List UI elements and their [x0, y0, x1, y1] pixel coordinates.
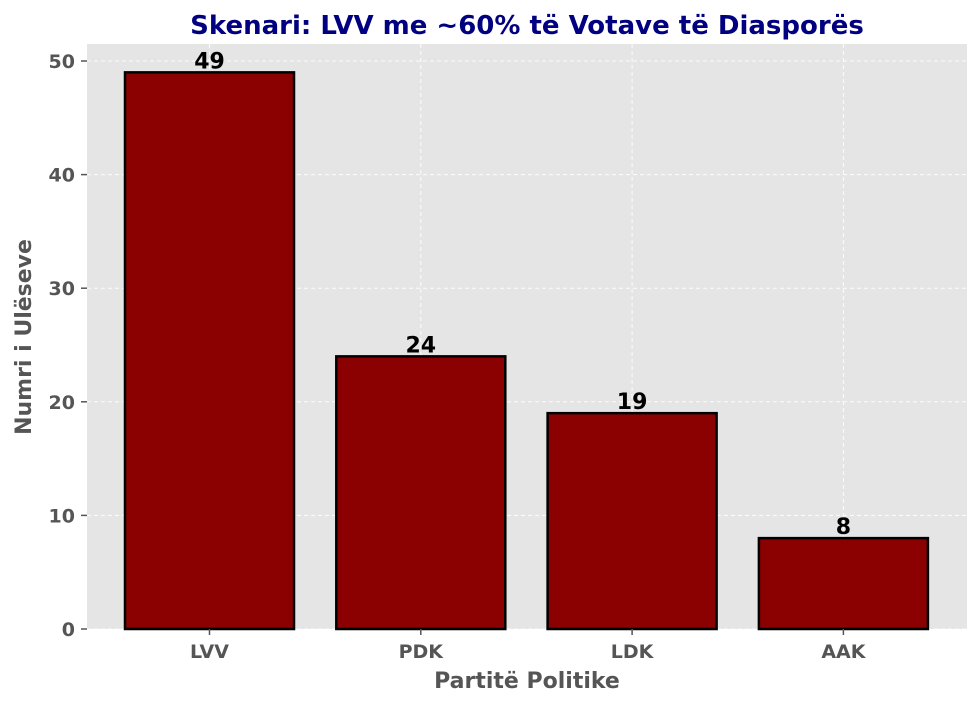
chart-title: Skenari: LVV me ~60% të Votave të Diaspo…: [190, 11, 864, 41]
data-label-pdk: 24: [405, 333, 436, 358]
y-tick-label: 40: [49, 165, 75, 187]
x-axis-label: Partitë Politike: [434, 669, 620, 694]
x-tick-label: LDK: [611, 641, 655, 663]
bar-pdk: [335, 355, 507, 631]
y-tick-label: 20: [49, 392, 75, 414]
y-axis-label: Numri i Ulëseve: [12, 239, 37, 435]
y-tick-label: 30: [49, 278, 75, 300]
bar-lvv: [123, 71, 296, 631]
y-tick-label: 0: [62, 619, 75, 641]
x-tick-label: AAK: [821, 641, 866, 663]
y-tick-label: 50: [49, 51, 75, 73]
x-axis-ticks: LVV PDK LDK AAK: [190, 629, 867, 663]
y-tick-label: 10: [49, 505, 75, 527]
data-label-aak: 8: [836, 515, 851, 540]
x-tick-label: LVV: [190, 641, 229, 663]
data-label-lvv: 49: [194, 49, 225, 74]
bar-aak: [757, 536, 930, 631]
bar-ldk: [546, 411, 718, 631]
data-labels: 49 24 19 8: [194, 49, 851, 540]
y-axis-ticks: 0 10 20 30 40 50: [49, 51, 87, 641]
bars: [123, 71, 930, 631]
x-tick-label: PDK: [399, 641, 445, 663]
data-label-ldk: 19: [617, 390, 648, 415]
